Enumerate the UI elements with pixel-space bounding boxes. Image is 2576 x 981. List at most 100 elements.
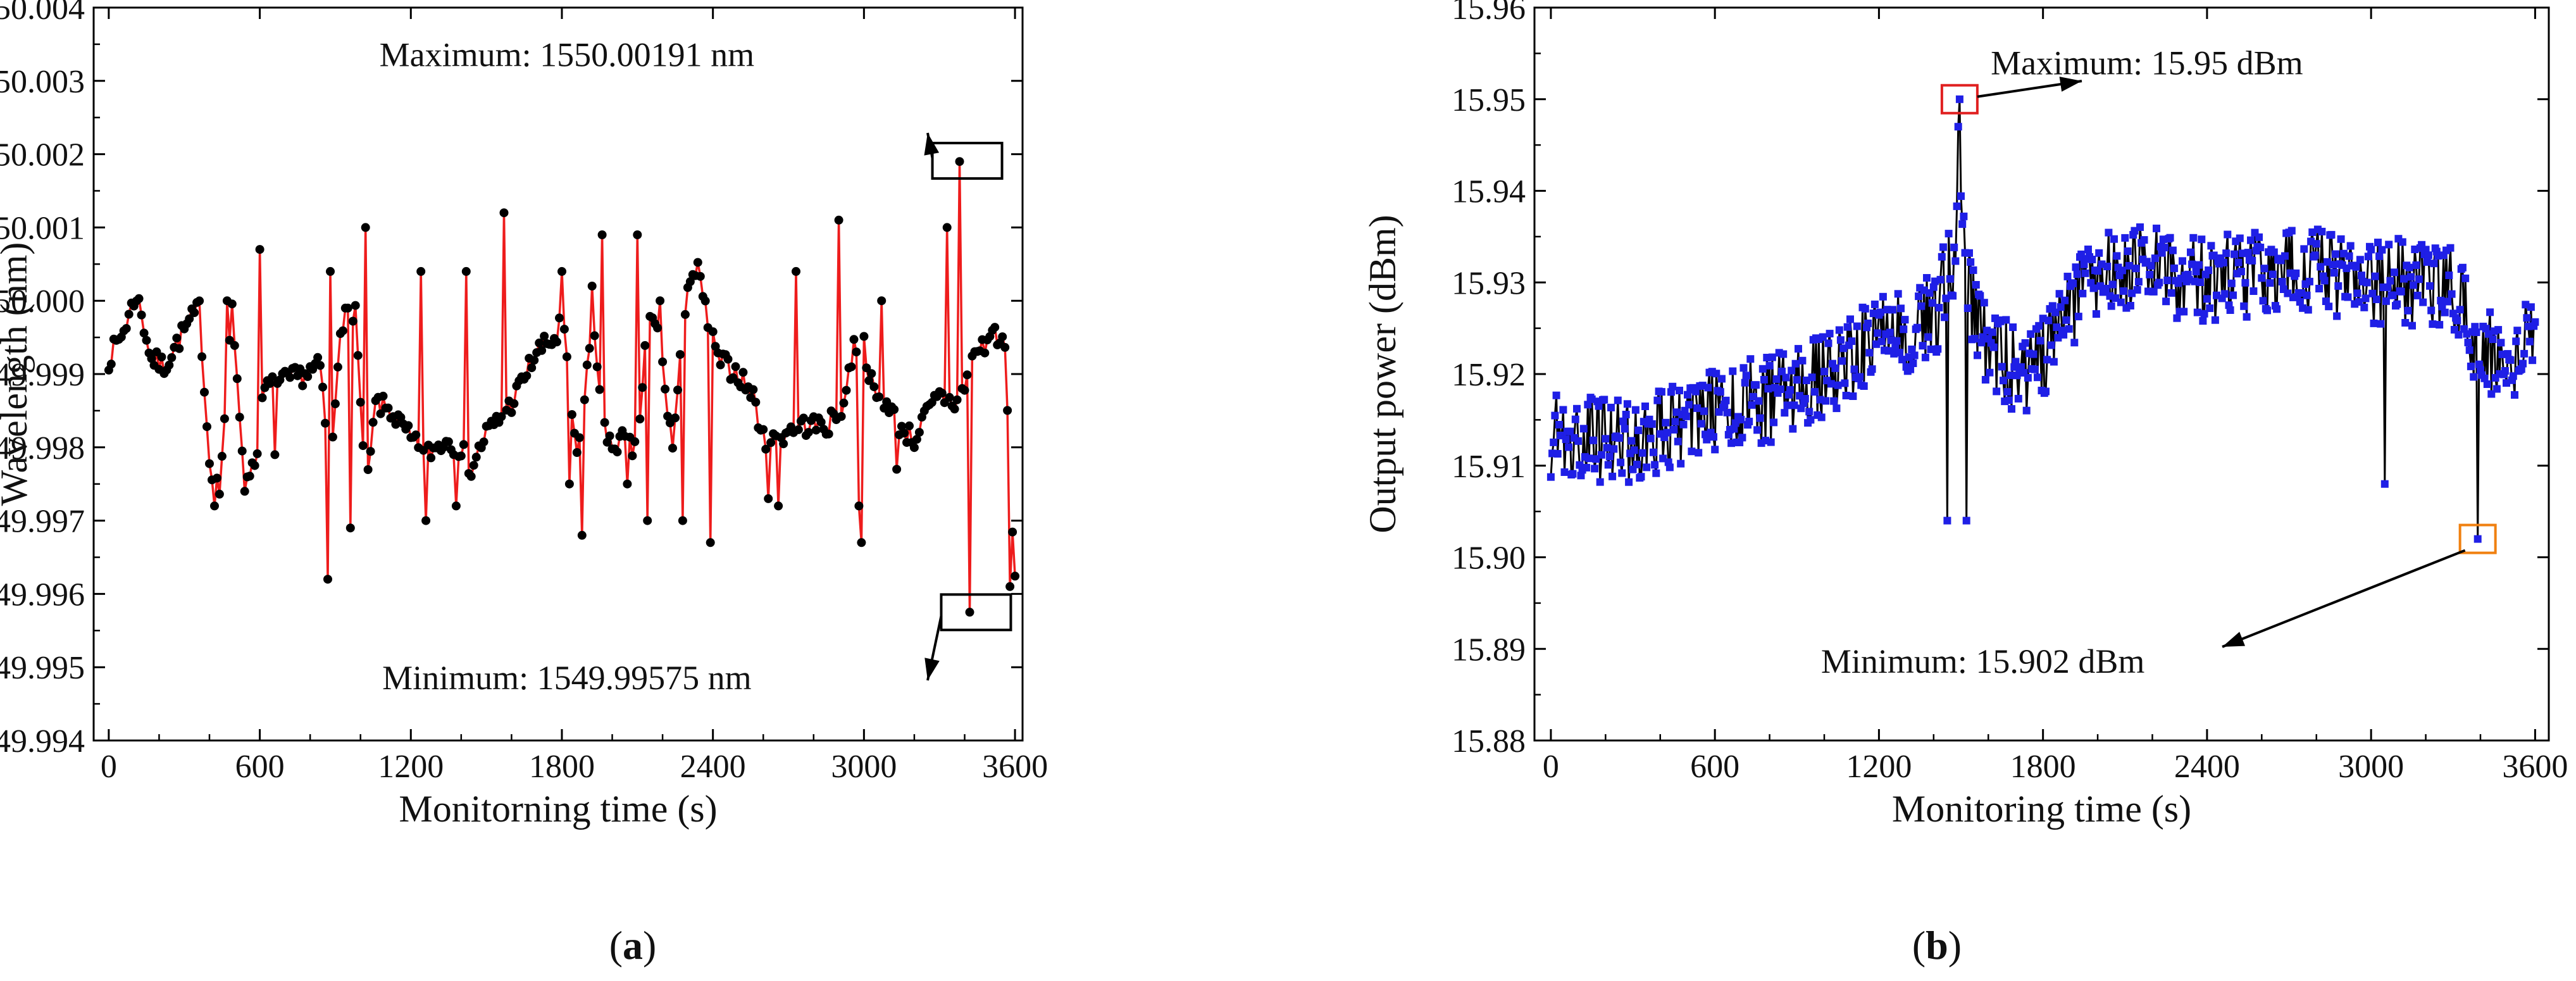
y-tick-label: 1549.995	[0, 650, 85, 686]
data-point	[955, 157, 964, 166]
data-point	[1597, 451, 1605, 459]
data-point	[471, 453, 481, 462]
data-point	[212, 473, 221, 483]
data-point	[559, 325, 569, 334]
data-point	[167, 353, 177, 362]
data-point	[1819, 333, 1827, 341]
data-point	[2423, 258, 2431, 266]
data-point	[2382, 297, 2390, 305]
data-point	[2256, 244, 2265, 251]
data-point	[2483, 380, 2491, 388]
data-point	[2504, 350, 2512, 358]
data-point	[1965, 249, 1973, 257]
data-point	[1608, 472, 1617, 480]
data-point	[2221, 290, 2229, 298]
data-point	[1876, 308, 1884, 316]
data-point	[2006, 371, 2014, 379]
data-point	[1838, 357, 1846, 365]
data-point	[330, 399, 340, 408]
data-point	[1779, 350, 1788, 358]
data-point	[2065, 325, 2073, 333]
data-point	[661, 384, 670, 394]
data-point	[1583, 463, 1591, 472]
data-point	[2393, 300, 2401, 308]
data-point	[2406, 273, 2415, 281]
data-point	[723, 354, 733, 364]
output-power-series	[1546, 95, 2539, 543]
data-point	[2119, 266, 2126, 275]
data-point	[555, 313, 564, 323]
data-point	[2424, 251, 2432, 259]
data-point	[1657, 388, 1665, 396]
data-point	[1897, 304, 1905, 313]
data-point	[1671, 418, 1679, 426]
data-point	[1550, 438, 1558, 446]
data-point	[2162, 297, 2170, 306]
annotation-box	[2458, 523, 2497, 554]
data-point	[1591, 465, 1599, 473]
data-point	[1589, 436, 1597, 444]
data-point	[1970, 335, 1979, 343]
data-point	[530, 356, 539, 365]
data-point	[965, 608, 974, 617]
data-point	[509, 399, 519, 408]
y-tick-label: 15.95	[1452, 82, 1526, 118]
x-tick-label: 1200	[1846, 749, 1912, 785]
data-point	[1989, 343, 1998, 351]
data-point	[2404, 306, 2412, 315]
y-tick-label: 15.92	[1452, 357, 1526, 393]
data-point	[2072, 263, 2080, 272]
data-point	[1697, 420, 1705, 428]
data-point	[1752, 381, 1760, 389]
data-point	[1008, 527, 1017, 537]
data-point	[316, 361, 325, 370]
data-point	[1617, 458, 1625, 466]
data-point	[2192, 268, 2200, 276]
data-point	[2513, 327, 2522, 335]
data-point	[537, 346, 547, 355]
data-point	[1889, 306, 1896, 314]
data-point	[232, 374, 242, 384]
data-point	[937, 389, 947, 398]
data-point	[2263, 306, 2271, 315]
data-point	[2333, 312, 2341, 320]
data-point	[2140, 236, 2148, 244]
data-point	[321, 418, 330, 428]
data-point	[2315, 285, 2324, 292]
data-point	[2031, 365, 2039, 373]
annotation-box	[931, 142, 1004, 180]
data-point	[1738, 434, 1746, 442]
data-point	[2266, 279, 2274, 287]
data-point	[2494, 326, 2503, 334]
data-point	[600, 418, 609, 427]
data-point	[708, 327, 718, 337]
data-point	[416, 266, 426, 276]
data-point	[1954, 123, 1962, 131]
data-point	[630, 437, 640, 446]
data-point	[1789, 425, 1797, 433]
data-point	[147, 354, 156, 363]
data-point	[2386, 277, 2394, 285]
data-point	[2489, 335, 2497, 343]
data-point	[540, 332, 549, 341]
data-point	[1625, 478, 1633, 486]
data-point	[1571, 415, 1579, 423]
data-point	[1756, 414, 1764, 422]
data-point	[792, 266, 800, 276]
data-point	[351, 301, 360, 310]
data-point	[2108, 280, 2117, 289]
data-point	[864, 376, 874, 385]
data-point	[293, 371, 302, 380]
data-point	[2103, 263, 2112, 270]
data-point	[227, 299, 237, 309]
data-point	[2317, 263, 2325, 271]
data-point	[2455, 330, 2463, 339]
data-point	[2008, 405, 2015, 413]
data-point	[2327, 230, 2336, 239]
data-point	[749, 385, 758, 394]
data-point	[1986, 368, 1994, 377]
data-point	[1842, 392, 1850, 399]
data-point	[2061, 296, 2069, 304]
panel-label-a: (a)	[609, 923, 657, 968]
data-point	[1562, 435, 1570, 444]
